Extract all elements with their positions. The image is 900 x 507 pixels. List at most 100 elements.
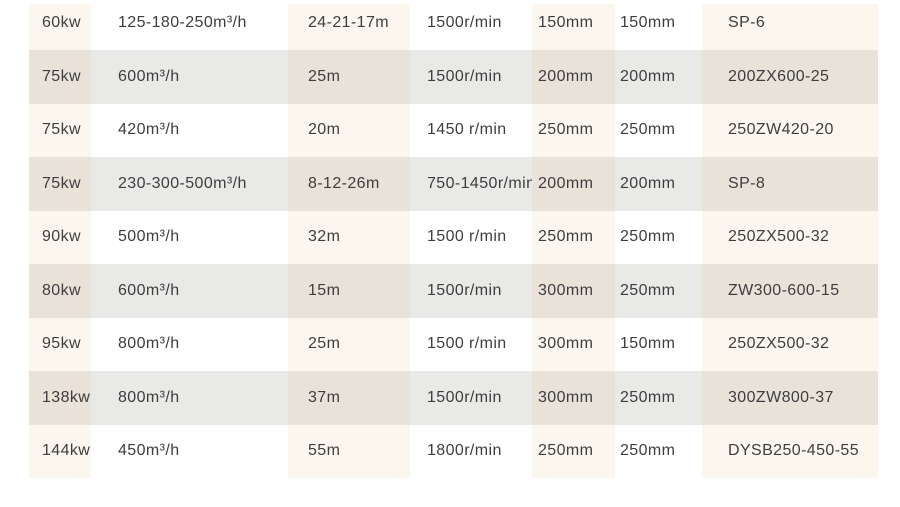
cell-text: 250mm xyxy=(620,442,676,460)
cell-text: 250ZW420-20 xyxy=(728,121,834,139)
cell-text: 800m³/h xyxy=(118,335,180,353)
cell-text: 300mm xyxy=(538,281,594,299)
cell-text: 25m xyxy=(308,335,341,353)
table-cell: 250mm xyxy=(532,424,615,478)
table-cell: 1800r/min xyxy=(410,424,532,478)
cell-text: 250mm xyxy=(620,121,676,139)
table-row: 95kw 800m³/h 25m 1500 r/min 300mm 150mm 250ZX5… xyxy=(29,317,878,371)
cell-text: 200mm xyxy=(620,67,676,85)
cell-text: 300ZW800-37 xyxy=(728,388,834,406)
table-cell: 200mm xyxy=(532,50,615,104)
cell-text: 90kw xyxy=(42,228,81,246)
cell-text: 420m³/h xyxy=(118,121,180,139)
cell-text: 8-12-26m xyxy=(308,174,380,192)
table-cell: 250mm xyxy=(615,103,702,157)
table-row: 75kw 230-300-500m³/h 8-12-26m 750-1450r/min… xyxy=(29,157,878,211)
cell-text: SP-6 xyxy=(728,14,766,32)
table-cell: DYSB250-450-55 xyxy=(702,424,878,478)
table-cell: 800m³/h xyxy=(91,371,288,425)
table-cell: 75kw xyxy=(29,157,91,211)
cell-text: 300mm xyxy=(538,388,594,406)
table-cell: 150mm xyxy=(615,317,702,371)
cell-text: 75kw xyxy=(42,67,81,85)
cell-text: 25m xyxy=(308,67,341,85)
table-row: 75kw 420m³/h 20m 1450 r/min 250mm 250mm 250ZW4… xyxy=(29,103,878,157)
table-cell: 95kw xyxy=(29,317,91,371)
cell-text: 600m³/h xyxy=(118,281,180,299)
cell-text: 1450 r/min xyxy=(427,121,507,139)
table-cell: 20m xyxy=(288,103,410,157)
cell-text: 32m xyxy=(308,228,341,246)
table-cell: 1450 r/min xyxy=(410,103,532,157)
table-cell: 250mm xyxy=(615,210,702,264)
cell-text: 230-300-500m³/h xyxy=(118,174,247,192)
table-cell: 500m³/h xyxy=(91,210,288,264)
cell-text: 138kw xyxy=(42,388,91,406)
table-row: 80kw 600m³/h 15m 1500r/min 300mm 250mm ZW300-6… xyxy=(29,264,878,318)
cell-text: 250mm xyxy=(620,281,676,299)
table-cell: ZW300-600-15 xyxy=(702,264,878,318)
cell-text: 500m³/h xyxy=(118,228,180,246)
cell-text: 200ZX600-25 xyxy=(728,67,830,85)
table-cell: 250ZX500-32 xyxy=(702,317,878,371)
table-row: 60kw 125-180-250m³/h 24-21-17m 1500r/min 150… xyxy=(29,4,878,50)
table-cell: 450m³/h xyxy=(91,424,288,478)
cell-text: 300mm xyxy=(538,335,594,353)
table-cell: 125-180-250m³/h xyxy=(91,4,288,50)
table-cell: 300mm xyxy=(532,371,615,425)
table-cell: 1500r/min xyxy=(410,371,532,425)
table-cell: 1500 r/min xyxy=(410,317,532,371)
cell-text: 95kw xyxy=(42,335,81,353)
table-cell: 90kw xyxy=(29,210,91,264)
cell-text: 75kw xyxy=(42,121,81,139)
cell-text: 1500r/min xyxy=(427,14,502,32)
cell-text: 250ZX500-32 xyxy=(728,228,830,246)
table-cell: 1500r/min xyxy=(410,50,532,104)
table-cell: 250mm xyxy=(532,210,615,264)
cell-text: 1500r/min xyxy=(427,281,502,299)
table-cell: 24-21-17m xyxy=(288,4,410,50)
table-cell: 138kw xyxy=(29,371,91,425)
table-cell: 250ZX500-32 xyxy=(702,210,878,264)
table-row: 90kw 500m³/h 32m 1500 r/min 250mm 250mm 250ZX5… xyxy=(29,210,878,264)
pump-spec-table: 60kw 125-180-250m³/h 24-21-17m 1500r/min 150… xyxy=(29,4,878,478)
cell-text: 15m xyxy=(308,281,341,299)
table-cell: 200mm xyxy=(615,157,702,211)
table-cell: 250ZW420-20 xyxy=(702,103,878,157)
table-cell: 200mm xyxy=(532,157,615,211)
cell-text: 250mm xyxy=(538,228,594,246)
cell-text: 1800r/min xyxy=(427,442,502,460)
table-cell: 300mm xyxy=(532,264,615,318)
table-cell: 37m xyxy=(288,371,410,425)
table-cell: 15m xyxy=(288,264,410,318)
cell-text: 80kw xyxy=(42,281,81,299)
cell-text: 450m³/h xyxy=(118,442,180,460)
table-cell: 800m³/h xyxy=(91,317,288,371)
cell-text: 250ZX500-32 xyxy=(728,335,830,353)
cell-text: 750-1450r/min xyxy=(427,174,532,192)
table-cell: 200mm xyxy=(615,50,702,104)
table-cell: 200ZX600-25 xyxy=(702,50,878,104)
cell-text: 800m³/h xyxy=(118,388,180,406)
table-cell: 300ZW800-37 xyxy=(702,371,878,425)
table-cell: 8-12-26m xyxy=(288,157,410,211)
cell-text: 250mm xyxy=(538,121,594,139)
cell-text: 250mm xyxy=(538,442,594,460)
table-cell: 250mm xyxy=(532,103,615,157)
cell-text: 250mm xyxy=(620,388,676,406)
cell-text: 200mm xyxy=(538,67,594,85)
table-cell: SP-6 xyxy=(702,4,878,50)
cell-text: 37m xyxy=(308,388,341,406)
table-cell: 150mm xyxy=(532,4,615,50)
table-cell: 600m³/h xyxy=(91,50,288,104)
table-cell: 75kw xyxy=(29,103,91,157)
cell-text: 200mm xyxy=(620,174,676,192)
cell-text: 144kw xyxy=(42,442,91,460)
cell-text: 150mm xyxy=(620,14,676,32)
cell-text: 150mm xyxy=(620,335,676,353)
cell-text: 125-180-250m³/h xyxy=(118,14,247,32)
table-cell: 750-1450r/min xyxy=(410,157,532,211)
table-cell: 55m xyxy=(288,424,410,478)
table-cell: 250mm xyxy=(615,424,702,478)
cell-text: 55m xyxy=(308,442,341,460)
